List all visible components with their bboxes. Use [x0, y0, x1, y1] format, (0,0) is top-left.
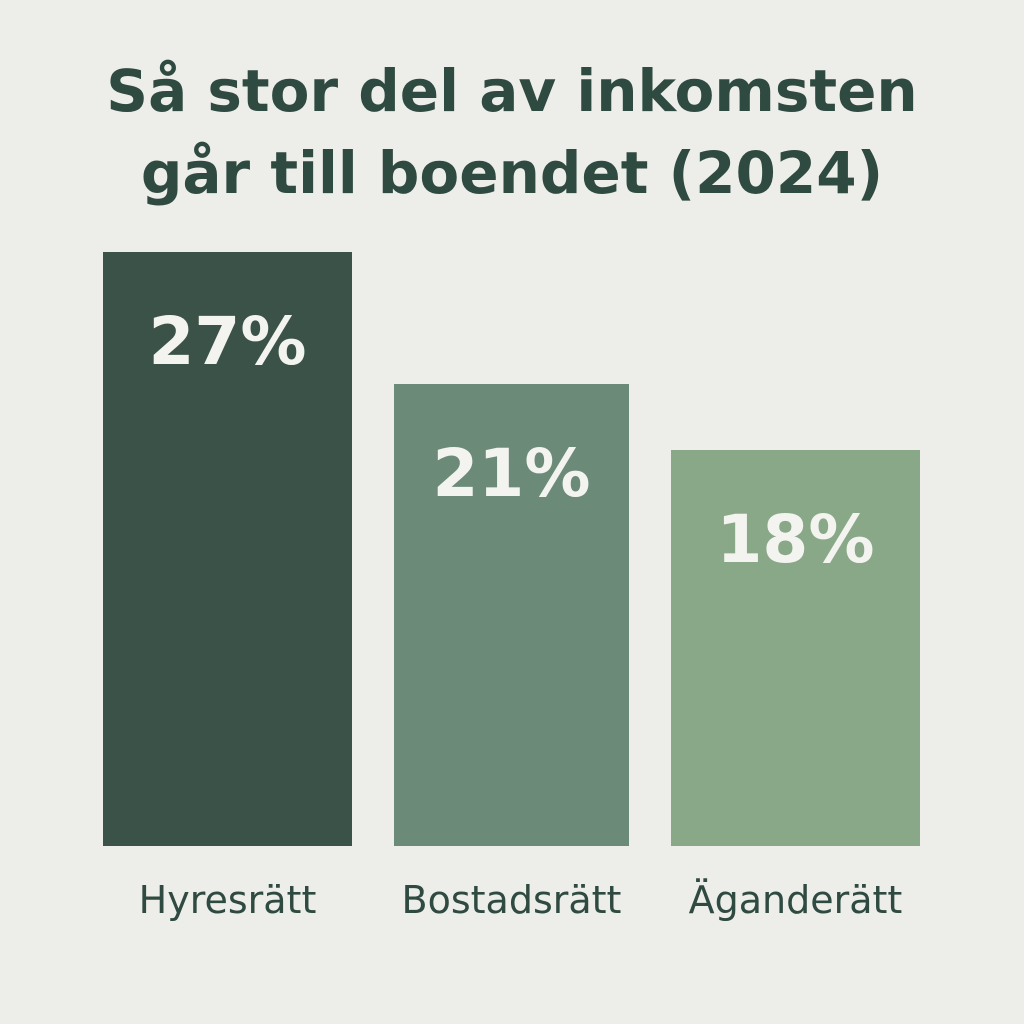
bar-0 [103, 252, 352, 846]
bar-2 [671, 450, 920, 846]
chart-title-line-2: går till boendet (2024) [140, 139, 884, 207]
category-label-1: Bostadsrätt [402, 878, 622, 922]
category-label-2: Äganderätt [689, 878, 903, 922]
bar-value-label-1: 21% [433, 435, 591, 512]
category-label-0: Hyresrätt [139, 878, 317, 922]
bar-1 [394, 384, 629, 846]
bar-value-label-0: 27% [149, 303, 307, 380]
chart-title: Så stor del av inkomsten går till boende… [0, 50, 1024, 214]
chart-title-line-1: Så stor del av inkomsten [106, 57, 918, 125]
bar-value-label-2: 18% [717, 501, 875, 578]
